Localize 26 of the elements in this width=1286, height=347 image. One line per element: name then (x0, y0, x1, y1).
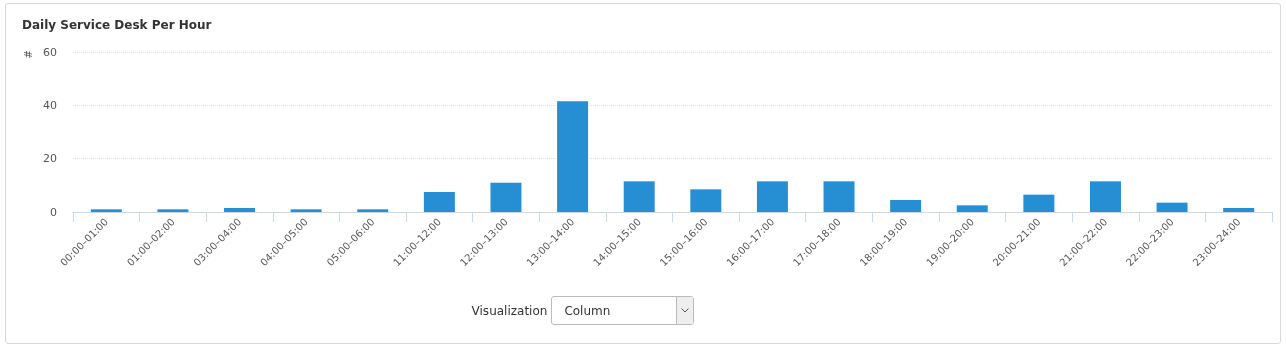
bar (157, 209, 189, 212)
bar (823, 181, 855, 212)
bar (290, 209, 322, 212)
bar (557, 101, 589, 212)
bar (956, 205, 988, 212)
y-tick-label: 0 (50, 205, 57, 219)
y-tick-label: 20 (43, 152, 57, 166)
bar (490, 182, 522, 212)
y-tick-label: 60 (43, 45, 57, 59)
bar (1023, 194, 1055, 212)
y-axis-title: # (22, 49, 34, 59)
bar (623, 181, 655, 212)
chart-title: Daily Service Desk Per Hour (22, 18, 212, 32)
dropdown-field: Column (551, 296, 695, 325)
text: Visualization (471, 303, 548, 318)
bar (1089, 181, 1121, 212)
bar (90, 209, 122, 212)
bar (890, 200, 922, 212)
bar (357, 209, 389, 212)
bar (1156, 202, 1188, 212)
bar (756, 181, 788, 212)
bar (224, 208, 256, 212)
y-tick-label: 40 (43, 98, 57, 112)
bar (1223, 208, 1255, 212)
bar (423, 192, 455, 212)
bar (690, 189, 722, 212)
